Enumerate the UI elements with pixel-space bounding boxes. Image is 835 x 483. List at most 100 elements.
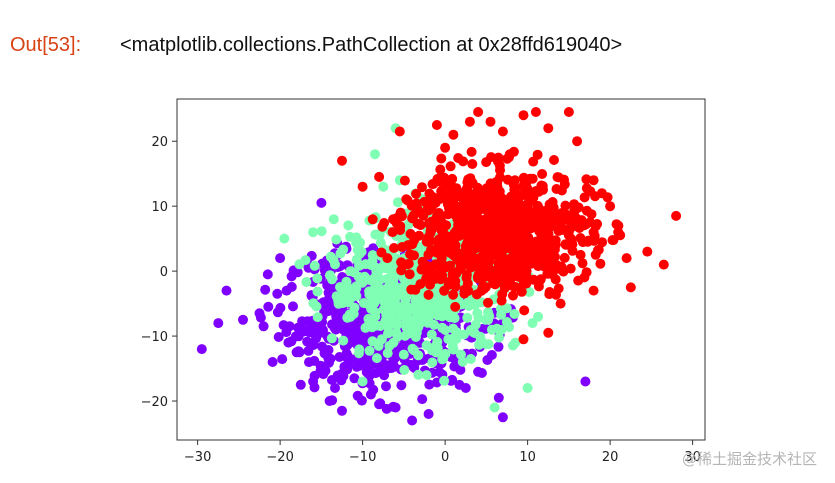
scatter-point-series-2 [427, 191, 438, 202]
scatter-point-series-1 [392, 197, 403, 208]
scatter-point-series-2 [579, 192, 590, 203]
scatter-point-series-0 [334, 306, 345, 317]
scatter-point-series-2 [518, 172, 529, 183]
scatter-point-series-1 [328, 255, 339, 266]
scatter-point-series-0 [396, 380, 407, 391]
scatter-point-series-1 [279, 233, 290, 244]
scatter-point-series-2 [405, 249, 415, 260]
scatter-point-series-1 [431, 347, 442, 358]
scatter-point-series-2 [492, 249, 503, 260]
scatter-point-series-1 [524, 287, 535, 297]
scatter-point-series-2 [488, 192, 499, 203]
scatter-point-series-0 [260, 284, 271, 295]
scatter-point-series-2 [542, 213, 553, 223]
scatter-point-series-1 [426, 329, 437, 340]
scatter-point-series-2 [414, 230, 425, 241]
scatter-point-series-1 [421, 370, 432, 381]
scatter-point-series-2 [485, 116, 496, 127]
scatter-point-series-2 [508, 146, 519, 157]
scatter-point-series-1 [416, 303, 427, 314]
scatter-point-series-2 [392, 212, 403, 223]
scatter-point-series-1 [325, 270, 335, 281]
scatter-point-series-1 [370, 229, 381, 240]
scatter-point-series-1 [371, 320, 382, 331]
x-tick-label: 20 [602, 450, 619, 465]
scatter-point-series-0 [262, 269, 273, 280]
scatter-point-series-2 [508, 179, 519, 190]
scatter-point-series-1 [399, 365, 410, 375]
scatter-point-series-2 [572, 136, 583, 147]
scatter-point-series-0 [281, 285, 292, 296]
scatter-point-series-2 [417, 182, 427, 193]
scatter-point-series-1 [357, 376, 368, 387]
scatter-point-series-1 [312, 273, 323, 284]
scatter-point-series-2 [415, 220, 426, 231]
scatter-point-series-2 [540, 258, 550, 269]
scatter-point-series-2 [377, 221, 388, 232]
scatter-point-series-2 [555, 213, 566, 224]
scatter-point-series-2 [588, 175, 599, 186]
points-layer [196, 107, 682, 426]
scatter-point-series-0 [286, 271, 297, 282]
scatter-point-series-2 [552, 172, 563, 183]
scatter-point-series-0 [473, 366, 484, 377]
scatter-point-series-2 [337, 155, 347, 166]
scatter-point-series-1 [457, 356, 468, 367]
scatter-point-series-2 [495, 214, 506, 225]
scatter-point-series-2 [423, 289, 434, 300]
output-text: <matplotlib.collections.PathCollection a… [120, 33, 623, 56]
scatter-point-series-2 [573, 275, 584, 286]
scatter-point-series-1 [383, 328, 393, 339]
scatter-point-series-1 [465, 354, 476, 364]
scatter-point-series-2 [481, 236, 492, 247]
scatter-point-series-0 [482, 355, 493, 365]
scatter-point-series-2 [437, 230, 448, 241]
scatter-point-series-0 [238, 314, 248, 325]
scatter-point-series-2 [367, 214, 378, 225]
scatter-point-series-2 [544, 199, 555, 210]
scatter-point-series-2 [517, 215, 528, 226]
scatter-point-series-2 [658, 259, 669, 270]
scatter-point-series-2 [493, 152, 504, 163]
scatter-point-series-0 [423, 409, 434, 419]
scatter-point-series-2 [404, 269, 415, 280]
scatter-point-series-1 [364, 345, 375, 356]
output-prompt: Out[53]: [10, 33, 82, 56]
scatter-point-series-2 [465, 173, 476, 184]
scatter-point-series-2 [450, 276, 461, 287]
output-row: Out[53]: <matplotlib.collections.PathCol… [10, 30, 622, 60]
scatter-point-series-0 [349, 373, 360, 384]
scatter-point-series-2 [543, 248, 553, 259]
scatter-point-series-1 [338, 335, 349, 346]
scatter-point-series-2 [588, 285, 599, 296]
scatter-point-series-0 [277, 354, 288, 365]
scatter-point-series-2 [498, 273, 509, 284]
scatter-point-series-1 [444, 312, 455, 323]
scatter-point-series-1 [462, 312, 473, 323]
scatter-point-series-2 [421, 236, 432, 247]
scatter-point-series-1 [501, 317, 512, 327]
scatter-point-series-2 [403, 240, 413, 251]
scatter-point-series-2 [512, 238, 523, 249]
scatter-point-series-0 [308, 376, 319, 387]
scatter-point-series-2 [581, 267, 592, 278]
scatter-point-series-2 [476, 217, 487, 228]
scatter-point-series-0 [341, 351, 351, 362]
scatter-point-series-2 [483, 225, 494, 236]
scatter-point-series-0 [337, 405, 347, 416]
scatter-point-series-2 [502, 153, 513, 164]
scatter-point-series-1 [430, 290, 441, 301]
scatter-point-series-2 [464, 116, 475, 127]
scatter-point-series-2 [555, 298, 566, 309]
scatter-point-series-1 [367, 336, 378, 347]
scatter-point-series-1 [484, 311, 495, 322]
scatter-point-series-1 [399, 299, 410, 310]
scatter-point-series-1 [338, 287, 349, 298]
scatter-point-series-1 [345, 266, 356, 277]
scatter-point-series-2 [418, 210, 429, 221]
scatter-point-series-0 [580, 376, 591, 387]
scatter-point-series-0 [324, 396, 335, 406]
scatter-point-series-0 [417, 394, 428, 405]
watermark: @稀土掘金技术社区 [681, 450, 817, 468]
scatter-point-series-2 [581, 219, 591, 230]
